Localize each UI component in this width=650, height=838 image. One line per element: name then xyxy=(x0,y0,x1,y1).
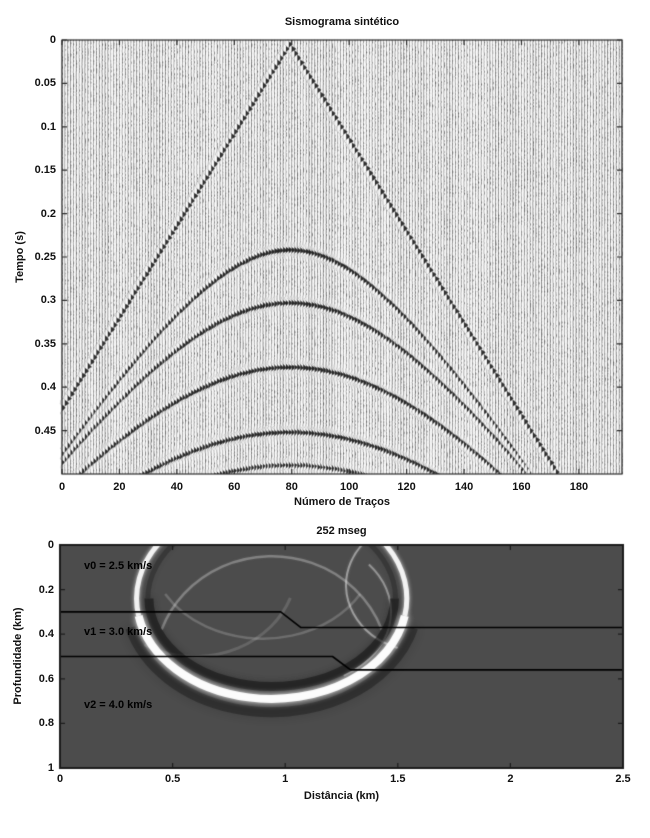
figure-canvas xyxy=(0,0,650,838)
seismic-figure: Sismograma sintético Tempo (s) Número de… xyxy=(0,0,650,838)
